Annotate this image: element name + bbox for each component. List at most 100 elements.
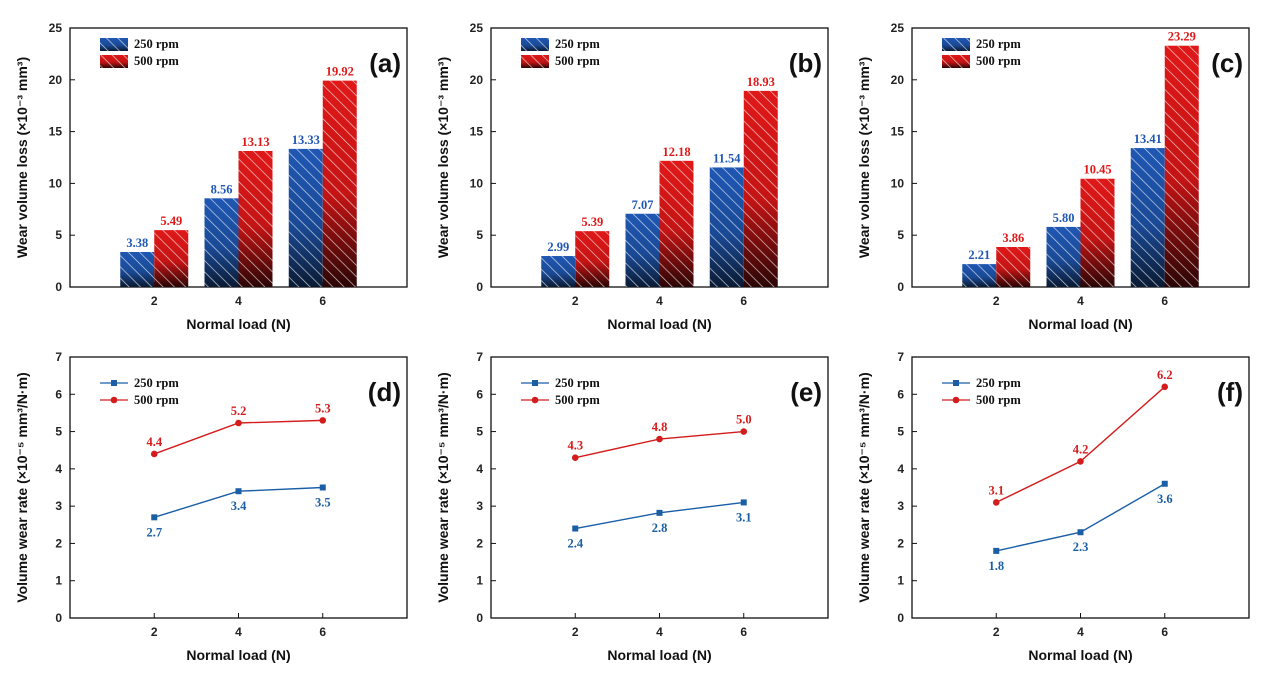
x-tick-label: 6 [1161,625,1168,639]
data-label: 1.8 [988,559,1004,573]
data-label: 2.21 [968,248,990,262]
bar-hatch [962,264,997,287]
x-tick-label: 2 [572,294,579,308]
bar-hatch [120,251,155,287]
x-tick-label: 2 [151,294,158,308]
y-tick-label: 0 [476,611,483,625]
y-tick-label: 1 [897,574,904,588]
y-tick-label: 7 [476,350,483,364]
y-axis-label: Wear volume loss (×10⁻³ mm³) [14,57,30,258]
legend-swatch-hatch [942,55,970,68]
data-label: 19.92 [326,65,354,79]
bar-hatch [709,167,744,287]
legend-label: 250 rpm [134,37,179,51]
data-label: 2.99 [547,240,569,254]
legend-label: 250 rpm [134,376,179,390]
data-label: 5.49 [160,214,182,228]
data-label: 5.3 [315,401,331,415]
x-tick-label: 4 [656,625,663,639]
bar-hatch [1080,178,1115,287]
x-tick-label: 6 [740,625,747,639]
data-label: 6.2 [1157,368,1173,382]
y-tick-label: 10 [470,176,484,190]
data-point [235,419,242,427]
y-tick-label: 20 [891,73,905,87]
y-axis-label: Wear volume loss (×10⁻³ mm³) [856,57,872,258]
panel-letter: (f) [1217,377,1243,407]
bar-hatch [1046,226,1081,287]
data-label: 3.4 [231,499,247,513]
data-label: 5.2 [231,404,247,418]
y-axis-label: Wear volume loss (×10⁻³ mm³) [435,57,451,258]
y-tick-label: 25 [49,21,63,35]
bar-hatch [575,231,610,287]
panel-letter: (c) [1211,48,1243,78]
data-point [992,499,1000,506]
y-tick-label: 0 [897,611,904,625]
data-point [1077,458,1084,465]
y-tick-label: 3 [897,499,904,513]
bar-hatch [625,213,660,287]
data-label: 13.41 [1134,132,1162,146]
y-tick-label: 6 [897,387,904,401]
data-point [319,484,326,491]
bar-hatch [1130,148,1165,287]
data-label: 13.13 [241,135,269,149]
legend-label: 500 rpm [976,54,1021,68]
data-label: 4.3 [567,439,583,453]
x-axis-label: Normal load (N) [186,316,290,332]
x-tick-label: 4 [656,294,663,308]
data-label: 2.3 [1073,540,1089,554]
plot-frame [490,356,829,619]
x-tick-label: 2 [151,625,158,639]
y-tick-label: 10 [891,176,905,190]
panel-letter: (d) [368,377,401,407]
y-tick-label: 2 [55,536,62,550]
bar-hatch [743,90,778,288]
x-axis-label: Normal load (N) [186,647,290,663]
panel-f: 0 1 2 3 4 5 6 7 Volume wear rate (×10⁻⁵ mm³/N·m)… [856,350,1250,663]
legend-label: 500 rpm [134,54,179,68]
y-tick-label: 0 [55,611,62,625]
legend-label: 250 rpm [976,376,1021,390]
legend-swatch-hatch [100,55,128,68]
x-tick-label: 4 [235,625,242,639]
data-label: 11.54 [713,151,741,165]
y-tick-label: 4 [55,462,62,476]
panel-d: 0 1 2 3 4 5 6 7 Volume wear rate (×10⁻⁵ mm³/N·m)… [14,350,408,663]
x-tick-label: 2 [993,294,1000,308]
data-point [656,435,663,443]
bar-hatch [996,247,1031,287]
data-label: 3.38 [126,236,148,250]
y-tick-label: 2 [476,536,483,550]
legend-marker [532,380,538,386]
x-axis-label: Normal load (N) [1028,316,1132,332]
panel-letter: (b) [789,48,822,78]
y-axis-label: Volume wear rate (×10⁻⁵ mm³/N·m) [14,372,30,602]
legend-label: 250 rpm [555,376,600,390]
y-tick-label: 0 [897,280,904,294]
bar-hatch [322,80,357,287]
data-point [1161,383,1169,391]
legend-swatch-hatch [521,55,549,68]
legend-label: 500 rpm [555,393,600,407]
plot-frame [69,356,408,619]
data-point [740,499,747,506]
x-tick-label: 4 [1077,625,1084,639]
y-tick-label: 5 [897,425,904,439]
bar-hatch [238,150,273,287]
y-tick-label: 7 [897,350,904,364]
data-label: 2.8 [652,521,668,535]
legend-marker [952,396,960,404]
data-label: 10.45 [1083,163,1111,177]
y-tick-label: 0 [476,280,483,294]
x-tick-label: 2 [993,625,1000,639]
data-label: 4.4 [146,435,162,449]
data-label: 12.18 [662,145,690,159]
series-line [575,430,744,459]
legend-swatch-hatch [942,38,970,51]
data-point [572,525,579,532]
data-point [150,450,158,458]
x-tick-label: 6 [319,294,326,308]
